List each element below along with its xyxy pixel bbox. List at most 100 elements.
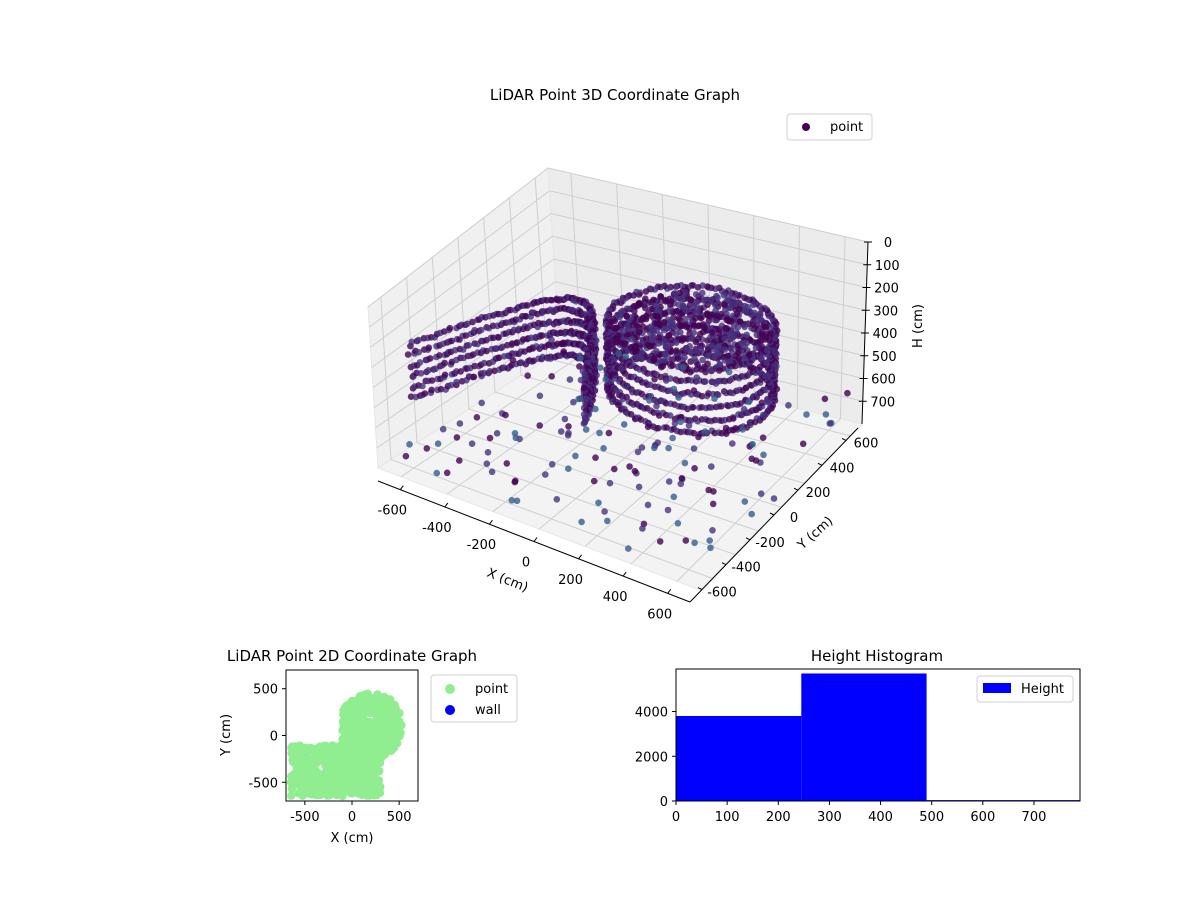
data-point-2d bbox=[377, 730, 386, 739]
x-tick-mark-3d bbox=[444, 502, 449, 508]
data-point-3d bbox=[745, 398, 753, 406]
y-tick-mark-3d bbox=[697, 587, 703, 591]
data-point-3d bbox=[443, 469, 451, 477]
y-tick-label-2d: -500 bbox=[248, 776, 278, 791]
data-point-3d bbox=[715, 330, 723, 337]
data-point-2d bbox=[357, 717, 366, 727]
data-point-3d bbox=[620, 421, 628, 428]
data-point-3d bbox=[803, 411, 810, 418]
data-point-3d bbox=[635, 328, 643, 336]
data-point-2d bbox=[328, 746, 337, 755]
data-point-3d bbox=[425, 367, 432, 374]
data-point-3d bbox=[644, 423, 652, 431]
data-point-3d bbox=[673, 308, 680, 315]
data-point-3d bbox=[730, 415, 737, 422]
z-tick-label-3d: 400 bbox=[873, 327, 898, 342]
grid-line-x bbox=[630, 226, 800, 565]
data-point-3d bbox=[565, 429, 572, 437]
data-point-3d bbox=[692, 314, 699, 322]
data-point-3d bbox=[650, 357, 657, 365]
data-point-3d bbox=[404, 351, 412, 358]
data-point-3d bbox=[502, 411, 509, 419]
data-point-3d bbox=[699, 289, 706, 297]
data-point-3d bbox=[402, 452, 410, 460]
data-point-3d bbox=[579, 367, 587, 375]
data-point-3d bbox=[708, 342, 716, 350]
data-point-3d bbox=[722, 424, 730, 432]
data-point-3d bbox=[757, 490, 765, 498]
grid-line-z bbox=[370, 212, 867, 348]
data-point-3d bbox=[753, 331, 761, 339]
data-point-3d bbox=[558, 340, 565, 348]
data-point-3d bbox=[673, 347, 680, 355]
data-point-3d bbox=[647, 329, 654, 337]
data-point-3d bbox=[674, 520, 682, 527]
data-point-2d bbox=[354, 724, 363, 733]
data-point-3d bbox=[577, 355, 584, 362]
data-point-2d bbox=[315, 781, 324, 791]
data-point-3d bbox=[697, 314, 705, 322]
y-tick-label-3d: 600 bbox=[854, 436, 879, 451]
data-point-3d bbox=[691, 539, 698, 547]
data-point-2d bbox=[384, 726, 393, 735]
data-point-3d bbox=[709, 527, 716, 534]
data-point-3d bbox=[690, 445, 698, 452]
data-point-3d bbox=[762, 372, 769, 380]
data-point-3d bbox=[678, 475, 686, 482]
data-point-3d bbox=[659, 362, 667, 370]
data-point-3d bbox=[706, 537, 713, 544]
legend-wall-label-2d: wall bbox=[475, 703, 501, 718]
data-point-3d bbox=[681, 459, 689, 467]
grid-line-y bbox=[380, 297, 712, 579]
data-point-3d bbox=[633, 353, 641, 361]
data-point-3d bbox=[683, 345, 690, 353]
data-point-2d bbox=[378, 740, 387, 749]
data-point-3d bbox=[756, 310, 764, 317]
x-tick-mark-3d bbox=[578, 554, 582, 560]
legend-3d[interactable]: point bbox=[786, 113, 873, 141]
data-point-2d bbox=[290, 750, 299, 759]
data-point-3d bbox=[697, 345, 704, 353]
z-tick-label-3d: 100 bbox=[875, 259, 900, 274]
data-point-3d bbox=[468, 440, 476, 448]
data-point-3d bbox=[758, 331, 766, 338]
legend-2d[interactable]: point wall bbox=[430, 674, 518, 723]
data-point-2d bbox=[354, 774, 363, 783]
x-tick-mark-3d bbox=[533, 537, 538, 542]
data-point-3d bbox=[565, 465, 572, 473]
data-point-3d bbox=[662, 377, 670, 384]
data-point-3d bbox=[512, 477, 519, 485]
data-point-2d bbox=[371, 765, 380, 774]
data-point-3d bbox=[708, 463, 715, 470]
data-point-3d bbox=[581, 384, 588, 392]
data-point-3d bbox=[553, 496, 561, 503]
data-point-2d bbox=[345, 729, 354, 739]
data-point-3d bbox=[576, 363, 583, 370]
data-point-3d bbox=[670, 493, 678, 501]
z-tick-label-3d: 0 bbox=[884, 236, 892, 251]
legend-hist[interactable]: Height bbox=[976, 675, 1074, 703]
data-point-3d bbox=[785, 402, 792, 409]
z-axis-label-3d: H (cm) bbox=[911, 304, 926, 348]
y-tick-label-3d: 0 bbox=[790, 511, 798, 526]
data-point-3d bbox=[691, 465, 698, 472]
data-point-3d bbox=[728, 318, 735, 325]
data-point-3d bbox=[687, 296, 694, 303]
histogram-bar bbox=[676, 715, 802, 801]
data-point-3d bbox=[644, 501, 652, 509]
data-point-3d bbox=[661, 337, 669, 345]
data-point-3d bbox=[748, 455, 756, 463]
data-point-3d bbox=[481, 359, 488, 367]
data-point-3d bbox=[676, 316, 684, 324]
data-point-2d bbox=[364, 699, 373, 708]
data-point-3d bbox=[822, 411, 830, 418]
data-point-3d bbox=[726, 357, 734, 365]
data-point-3d bbox=[762, 336, 769, 343]
data-point-3d bbox=[666, 318, 674, 326]
data-point-2d bbox=[288, 779, 297, 788]
y-tick-label-hist: 4000 bbox=[635, 706, 668, 721]
data-point-2d bbox=[369, 744, 379, 753]
data-point-3d bbox=[561, 415, 569, 423]
data-point-3d bbox=[721, 346, 729, 353]
data-point-3d bbox=[592, 454, 599, 462]
